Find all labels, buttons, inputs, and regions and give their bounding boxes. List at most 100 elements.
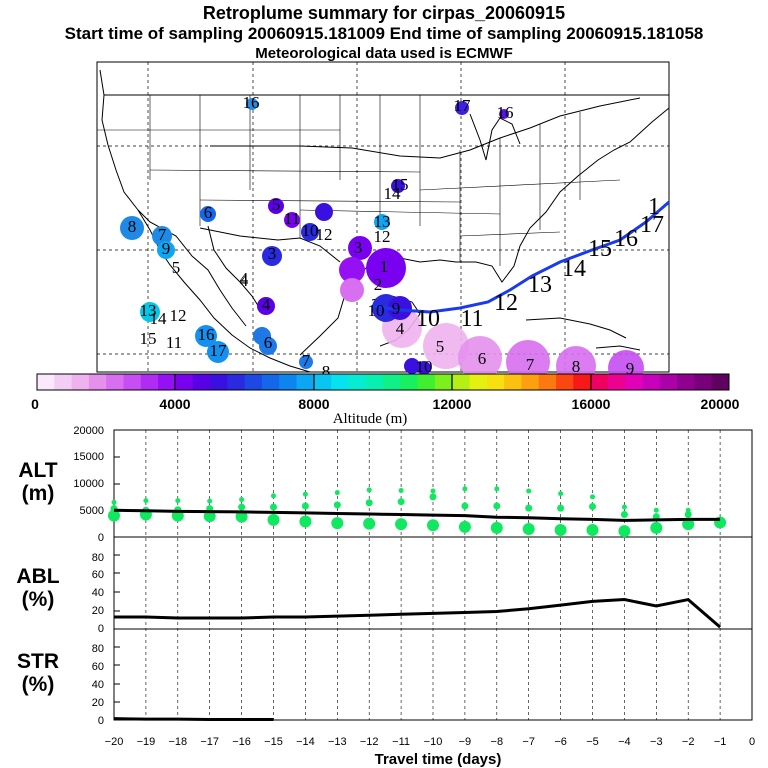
colorbar-cell <box>348 374 367 390</box>
x-tick-label: −14 <box>296 736 315 748</box>
alt-dot-low <box>108 509 120 522</box>
colorbar-cell <box>556 374 574 390</box>
str-ytick: 60 <box>92 661 104 673</box>
plume-label: 17 <box>454 96 472 115</box>
alt-dot-low <box>267 513 280 526</box>
alt-dot-high <box>430 488 436 494</box>
x-tick-label: −8 <box>491 736 504 748</box>
plume-label: 12 <box>170 306 187 325</box>
str-ytick: 20 <box>92 697 104 709</box>
colorbar-tick: 4000 <box>159 396 190 412</box>
colorbar-cell <box>625 374 643 390</box>
plume-label: 5 <box>436 337 445 356</box>
alt-dot-low <box>235 510 248 523</box>
colorbar-tick: 12000 <box>433 396 472 412</box>
colorbar-cell <box>140 374 159 390</box>
abl-ytick: 60 <box>92 569 104 581</box>
alt-dot-high <box>653 507 659 513</box>
plume-label: 7 <box>158 225 167 244</box>
x-tick-label: −18 <box>168 736 187 748</box>
alt-dot-high <box>462 486 468 492</box>
str-panel-unit: (%) <box>22 673 55 696</box>
plume-label: 15 <box>140 329 157 348</box>
alt-dot-low <box>203 510 216 523</box>
plume-label: 4 <box>240 271 249 290</box>
colorbar-cell <box>694 374 713 390</box>
plume-label: 14 <box>384 184 402 203</box>
plume-label: 10 <box>368 301 385 320</box>
colorbar-cell <box>175 374 194 390</box>
colorbar-cell <box>331 374 349 390</box>
colorbar-cell <box>383 374 401 390</box>
state-borders <box>97 95 621 266</box>
alt-dot-mid <box>301 502 309 510</box>
abl-ytick: 0 <box>98 623 104 635</box>
x-tick-label: −19 <box>137 736 156 748</box>
alt-dot-mid <box>365 499 373 507</box>
colorbar-cell <box>486 374 505 390</box>
plume-label: 4 <box>396 319 405 338</box>
colorbar-cell <box>659 374 678 390</box>
x-tick-label: −15 <box>264 736 283 748</box>
alt-dot-high <box>271 493 276 499</box>
colorbar-cell <box>123 374 142 390</box>
colorbar-cell <box>607 374 626 390</box>
alt-ytick: 15000 <box>73 451 104 463</box>
colorbar-cell <box>417 374 436 390</box>
x-tick-label: −16 <box>232 736 251 748</box>
alt-mean-line <box>113 508 721 522</box>
alt-dot-low <box>299 515 312 528</box>
alt-dot-high <box>590 494 595 500</box>
alt-dot-mid <box>333 501 341 509</box>
plume-label: 3 <box>268 244 277 263</box>
track-day-label: 1 <box>648 194 660 220</box>
colorbar-cell <box>261 374 280 390</box>
timeseries-panels: ALT (m) ABL (%) STR (%) 20000 15000 1000… <box>16 425 755 768</box>
alt-dot-low <box>458 520 471 533</box>
sampling-times: Start time of sampling 20060915.181009 E… <box>64 24 704 43</box>
plume-label: 9 <box>626 359 635 378</box>
plume-label: 9 <box>162 239 171 258</box>
alt-dot-high <box>494 486 500 492</box>
alt-dot-low <box>682 518 695 531</box>
plume-label: 7 <box>526 355 535 374</box>
alt-dot-high <box>621 504 627 510</box>
colorbar-tick: 8000 <box>298 396 329 412</box>
alt-cluster-dots <box>108 486 727 538</box>
colorbar-tick: 20000 <box>701 396 740 412</box>
plume-label: 11 <box>284 209 300 228</box>
alt-dot-low <box>331 517 344 530</box>
alt-dot-high <box>334 490 340 496</box>
alt-ytick: 0 <box>98 532 104 544</box>
colorbar-cell <box>54 374 73 390</box>
plume-label: 5 <box>272 195 281 214</box>
alt-dot-high <box>302 491 308 497</box>
plume-label: 8 <box>322 362 331 381</box>
plume-label: 6 <box>478 349 487 368</box>
alt-panel-unit: (m) <box>22 482 55 505</box>
x-tick-label: −1 <box>714 736 727 748</box>
colorbar-cell <box>434 374 453 390</box>
x-tick-label: −3 <box>650 736 663 748</box>
plume-label: 8 <box>128 217 137 236</box>
met-data-note: Meteorological data used is ECMWF <box>255 45 513 62</box>
x-tick-label: −10 <box>424 736 443 748</box>
colorbar-cell <box>88 374 107 390</box>
alt-dot-mid <box>589 503 596 511</box>
colorbar-cell <box>244 374 263 390</box>
abl-panel-name: ABL <box>16 565 59 588</box>
colorbar-cell <box>521 374 540 390</box>
x-tick-label: −6 <box>554 736 567 748</box>
track-day-label: 17 <box>640 212 664 238</box>
alt-dot-mid <box>461 502 469 510</box>
track-day-label: 12 <box>494 290 518 316</box>
track-day-label: 11 <box>460 306 483 332</box>
track-day-label: 13 <box>528 272 552 298</box>
plume-label: 15 <box>392 175 409 194</box>
track-day-label: 16 <box>614 226 638 252</box>
x-tick-label: −12 <box>360 736 379 748</box>
